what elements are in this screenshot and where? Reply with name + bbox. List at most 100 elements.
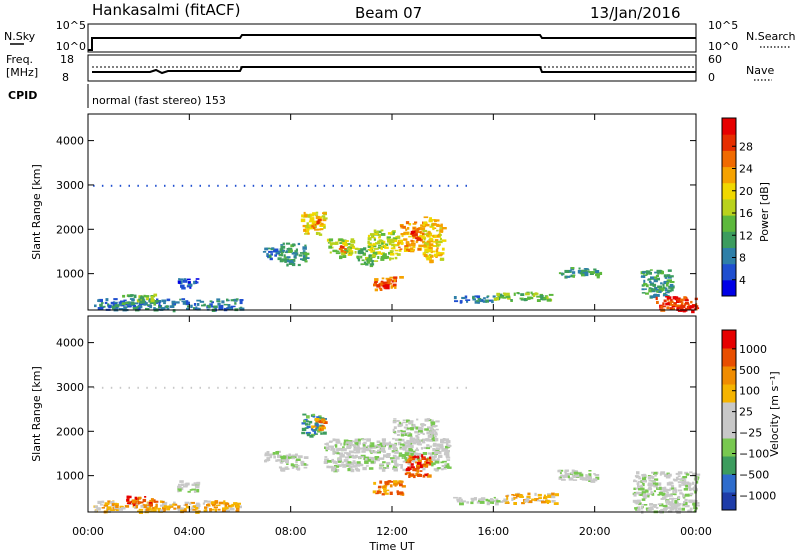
scatter-cell xyxy=(175,301,180,304)
scatter-cell xyxy=(185,505,191,509)
scatter-cell xyxy=(671,505,677,509)
scatter-cell xyxy=(304,233,309,235)
scatter-cell xyxy=(350,238,355,241)
colorbar-segment xyxy=(722,438,736,457)
scatter-cell xyxy=(382,486,386,488)
scatter-cell xyxy=(369,444,375,448)
scatter-cell xyxy=(505,495,509,497)
scatter-cell xyxy=(653,276,658,279)
scatter-cell xyxy=(570,472,574,475)
scatter-cell xyxy=(654,293,657,297)
scatter-cell xyxy=(405,246,409,249)
scatter-cell xyxy=(671,303,675,307)
scatter-cell xyxy=(313,425,317,428)
scatter-cell xyxy=(408,235,412,238)
scatter-dot xyxy=(226,386,228,389)
scatter-cell xyxy=(295,453,298,457)
scatter-cell xyxy=(181,286,186,290)
scatter-cell xyxy=(161,510,166,513)
scatter-cell xyxy=(677,495,681,499)
scatter-cell xyxy=(692,481,695,485)
scatter-cell xyxy=(419,234,423,237)
scatter-cell xyxy=(585,271,589,275)
scatter-cell xyxy=(427,426,432,429)
scatter-cell xyxy=(131,499,136,503)
scatter-cell xyxy=(338,452,344,456)
scatter-cell xyxy=(372,251,378,255)
scatter-cell xyxy=(593,473,596,475)
scatter-cell xyxy=(126,495,130,499)
scatter-cell xyxy=(132,505,135,508)
scatter-cell xyxy=(377,256,380,259)
scatter-cell xyxy=(684,498,688,502)
scatter-cell xyxy=(425,458,429,462)
scatter-cell xyxy=(297,242,301,246)
scatter-cell xyxy=(303,254,308,258)
scatter-cell xyxy=(669,281,675,283)
scatter-cell xyxy=(187,281,191,285)
scatter-cell xyxy=(673,302,677,306)
scatter-cell xyxy=(641,490,647,494)
scatter-cell xyxy=(165,305,169,308)
scatter-cell xyxy=(404,444,408,448)
scatter-cell xyxy=(431,250,436,253)
scatter-cell xyxy=(308,423,311,426)
velocity-marks xyxy=(93,386,701,514)
scatter-cell xyxy=(314,433,318,435)
scatter-cell xyxy=(428,219,433,223)
scatter-cell xyxy=(663,507,667,511)
scatter-cell xyxy=(171,304,175,306)
scatter-cell xyxy=(394,457,399,459)
scatter-cell xyxy=(360,456,365,458)
scatter-cell xyxy=(412,246,416,249)
scatter-cell xyxy=(427,452,433,455)
scatter-cell xyxy=(406,227,410,230)
scatter-cell xyxy=(695,502,700,505)
scatter-cell xyxy=(181,507,185,510)
scatter-cell xyxy=(418,465,423,468)
scatter-cell xyxy=(337,447,342,451)
scatter-cell xyxy=(310,414,314,417)
scatter-cell xyxy=(660,271,664,275)
freq-frame xyxy=(87,54,697,82)
scatter-cell xyxy=(360,255,363,259)
scatter-cell xyxy=(327,460,332,463)
velocity-ylabel: Slant Range [km] xyxy=(30,366,43,462)
scatter-cell xyxy=(135,307,141,311)
scatter-cell xyxy=(370,250,375,253)
scatter-cell xyxy=(374,248,379,250)
scatter-cell xyxy=(396,420,399,422)
scatter-cell xyxy=(426,418,431,421)
scatter-cell xyxy=(575,470,578,473)
scatter-cell xyxy=(301,214,305,218)
scatter-cell xyxy=(513,497,518,499)
scatter-cell xyxy=(678,484,682,488)
scatter-cell xyxy=(178,278,181,280)
scatter-cell xyxy=(379,480,383,484)
scatter-cell xyxy=(667,269,672,272)
scatter-cell xyxy=(309,420,313,424)
scatter-cell xyxy=(436,252,441,255)
scatter-cell xyxy=(651,288,656,292)
scatter-cell xyxy=(644,283,648,286)
scatter-cell xyxy=(679,306,683,310)
scatter-cell xyxy=(228,308,231,311)
scatter-cell xyxy=(429,217,432,221)
scatter-cell xyxy=(415,439,420,444)
scatter-cell xyxy=(657,494,660,496)
scatter-cell xyxy=(461,296,466,300)
scatter-cell xyxy=(428,253,432,256)
scatter-cell xyxy=(447,445,452,447)
scatter-cell xyxy=(434,435,437,438)
scatter-cell xyxy=(434,239,439,243)
power-ylabel: Slant Range [km] xyxy=(30,164,43,260)
scatter-cell xyxy=(651,471,654,474)
scatter-cell xyxy=(669,497,674,500)
scatter-cell xyxy=(107,303,110,307)
scatter-cell xyxy=(100,307,104,311)
scatter-cell xyxy=(655,296,658,300)
scatter-cell xyxy=(663,280,669,284)
scatter-cell xyxy=(153,293,158,297)
scatter-cell xyxy=(145,505,149,508)
